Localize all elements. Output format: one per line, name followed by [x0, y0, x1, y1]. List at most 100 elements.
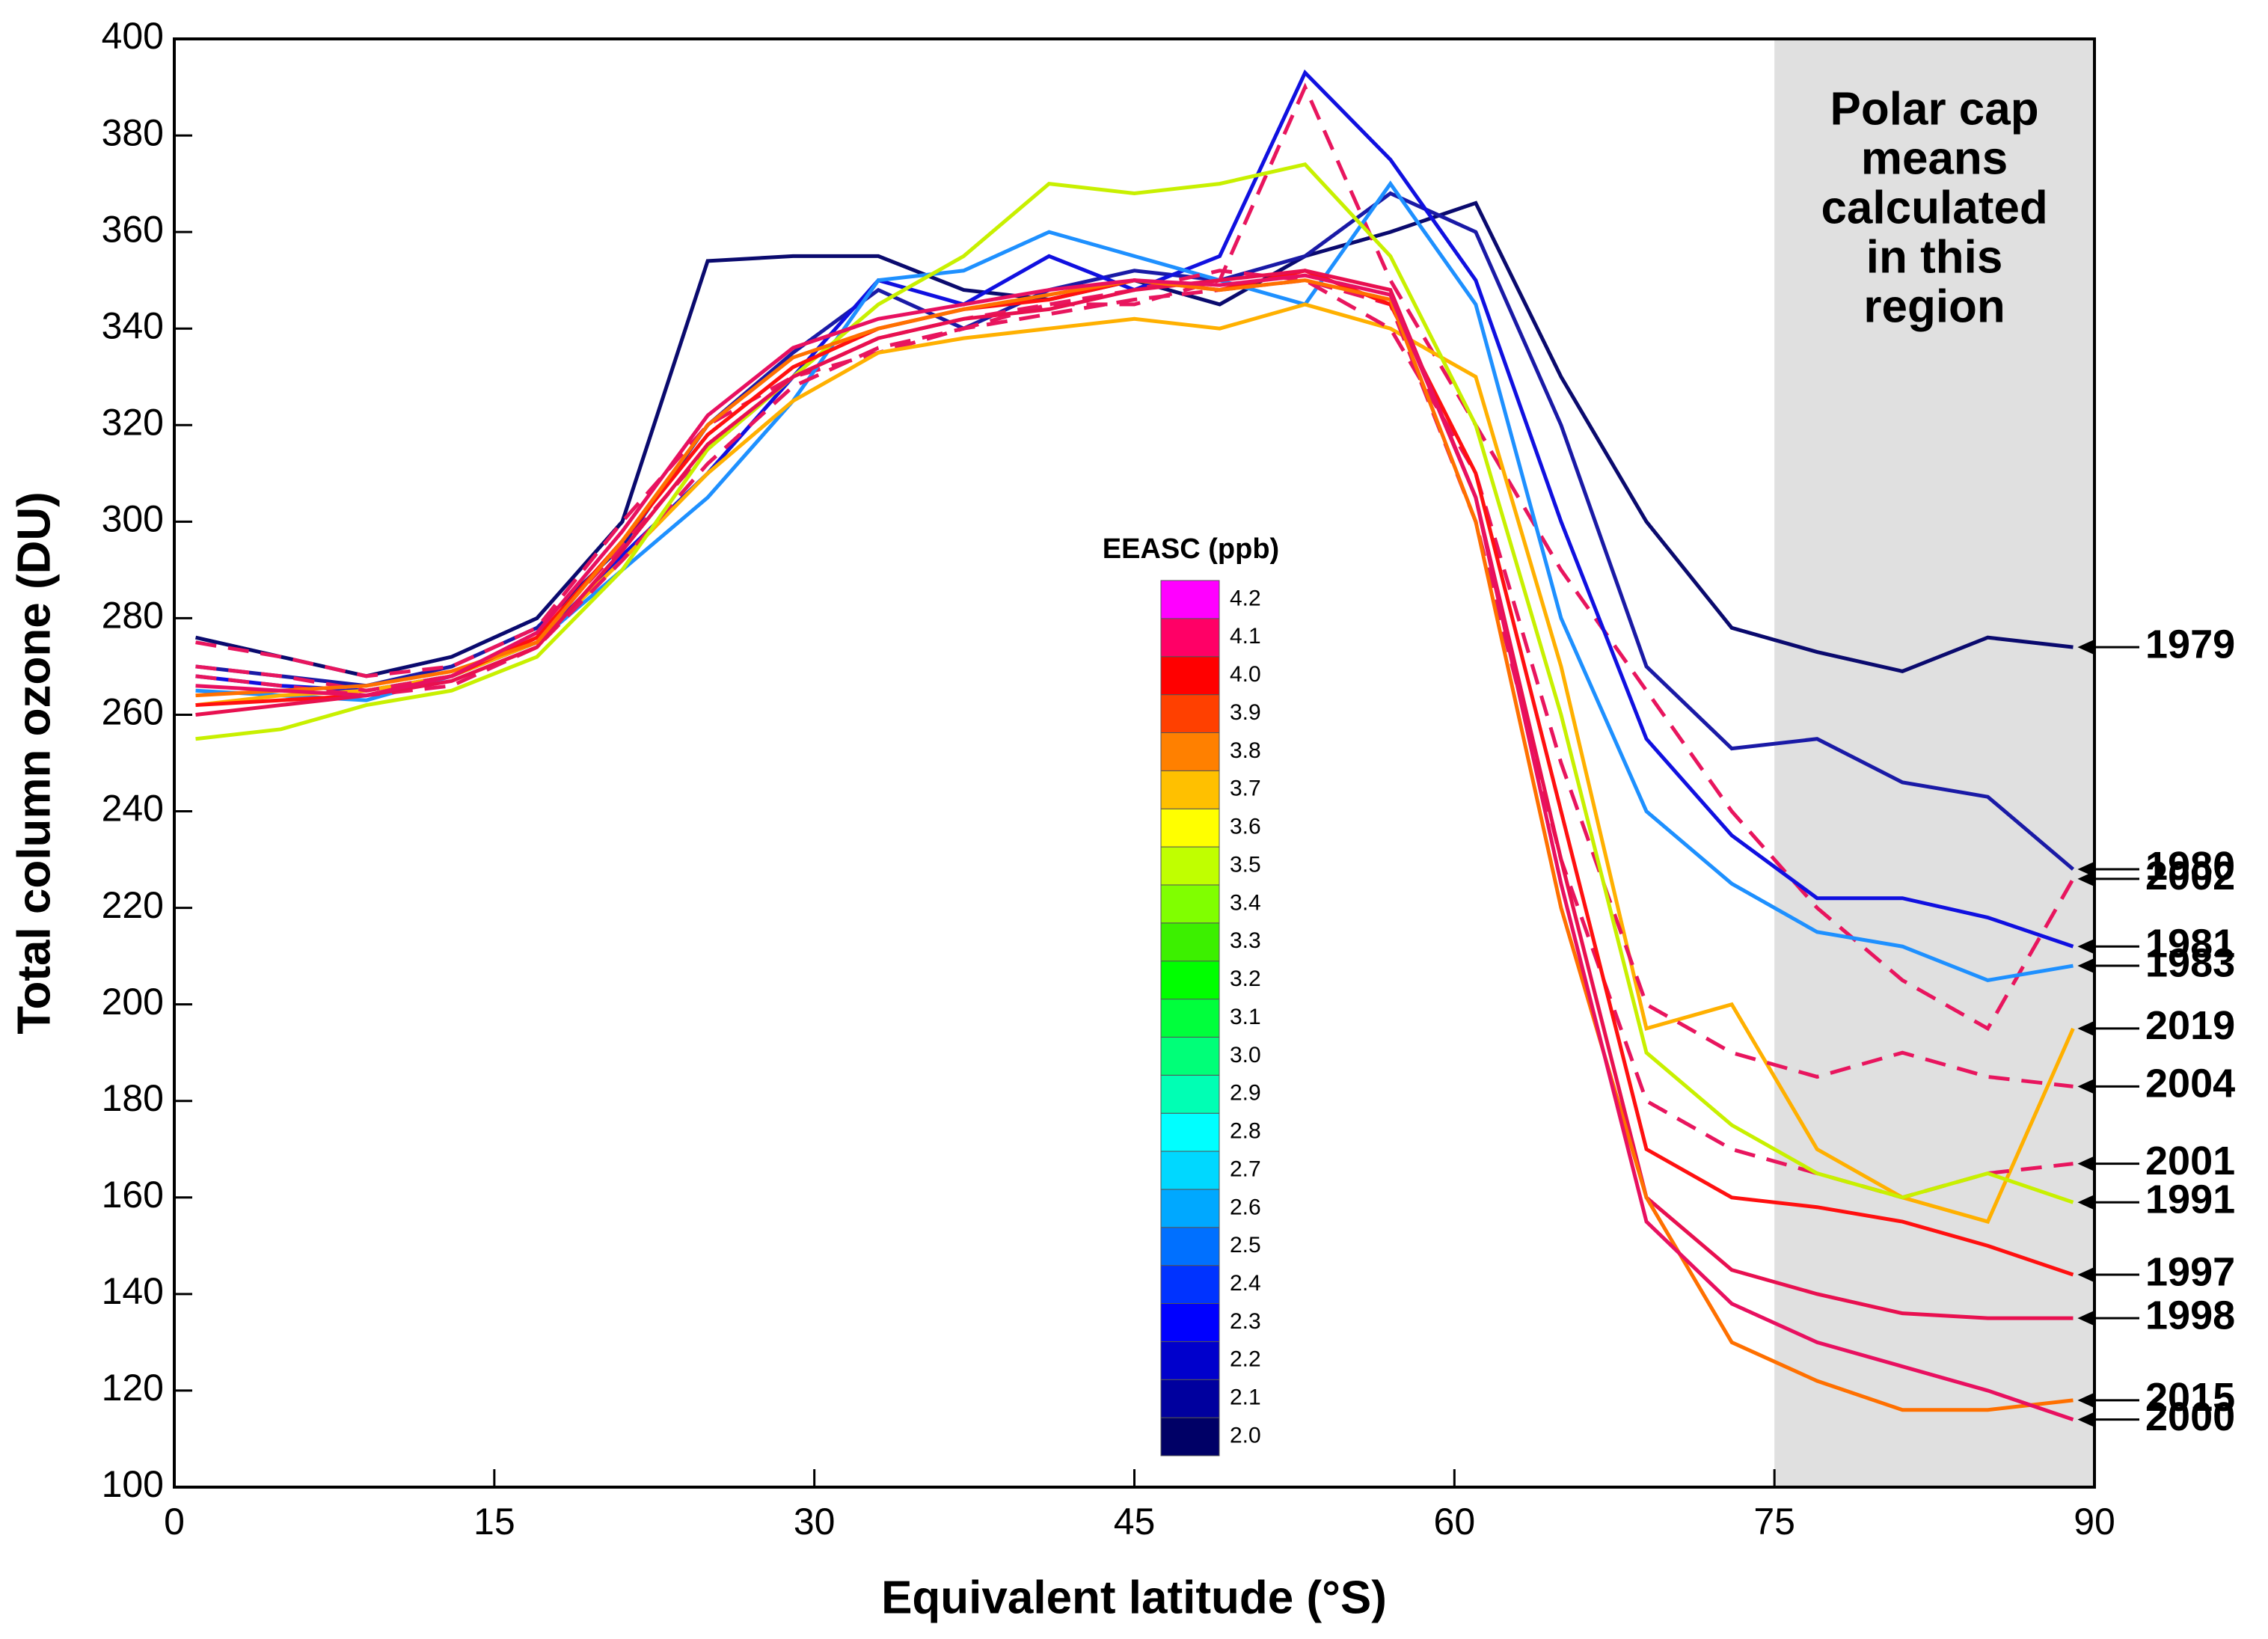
colorbar-cell	[1160, 1189, 1220, 1228]
y-tick-label: 320	[102, 401, 164, 443]
x-tick-label: 90	[2074, 1501, 2115, 1543]
arrow-head	[2077, 939, 2094, 955]
colorbar-cell	[1160, 1379, 1220, 1418]
x-tick-label: 15	[473, 1501, 515, 1543]
y-tick-label: 120	[102, 1367, 164, 1409]
colorbar-cell	[1160, 732, 1220, 771]
colorbar-label: 2.4	[1230, 1271, 1261, 1296]
colorbar-label: 2.7	[1230, 1157, 1261, 1181]
colorbar-label: 4.1	[1230, 624, 1261, 649]
series-label: 2019	[2145, 1003, 2235, 1048]
colorbar-label: 2.3	[1230, 1309, 1261, 1334]
polar-cap-region	[1774, 39, 2094, 1487]
series-line	[195, 82, 2075, 1032]
colorbar-label: 3.7	[1230, 776, 1261, 801]
series-line	[195, 273, 2074, 1422]
colorbar-cell	[1160, 770, 1220, 809]
x-tick-label: 30	[794, 1501, 836, 1543]
colorbar-label: 2.0	[1230, 1423, 1261, 1447]
arrow-head	[2077, 1156, 2094, 1171]
region-note: calculated	[1821, 182, 2047, 233]
colorbar-cell	[1160, 618, 1220, 658]
arrow-head	[2077, 1392, 2094, 1408]
arrow-head	[2077, 1020, 2094, 1036]
y-tick-label: 280	[102, 595, 164, 637]
series-label: 2001	[2145, 1139, 2235, 1183]
colorbar-label: 3.9	[1230, 700, 1261, 725]
region-note: Polar cap	[1830, 83, 2039, 135]
colorbar-label: 3.0	[1230, 1043, 1261, 1067]
colorbar-label: 4.0	[1230, 662, 1261, 687]
colorbar-title: EEASC (ppb)	[1103, 533, 1279, 565]
x-tick-label: 0	[164, 1501, 185, 1543]
arrow-head	[2077, 1195, 2094, 1210]
series-label: 1980	[2145, 844, 2235, 889]
series-label: 2015	[2145, 1375, 2235, 1420]
arrow-head	[2077, 1311, 2094, 1326]
series-label: 2004	[2145, 1061, 2235, 1106]
series-line	[195, 269, 2074, 1320]
series-label: 1991	[2145, 1177, 2235, 1222]
y-tick-label: 140	[102, 1270, 164, 1312]
x-tick-label: 75	[1753, 1501, 1795, 1543]
region-note: region	[1863, 281, 2005, 332]
y-tick-label: 180	[102, 1077, 164, 1119]
region-note: means	[1861, 132, 2008, 184]
y-tick-label: 380	[102, 111, 164, 153]
x-axis-title: Equivalent latitude (°S)	[881, 1572, 1387, 1623]
arrow-head	[2077, 871, 2094, 886]
colorbar-label: 4.2	[1230, 586, 1261, 610]
colorbar-label: 3.8	[1230, 738, 1261, 763]
y-tick-label: 220	[102, 884, 164, 926]
y-tick-label: 160	[102, 1174, 164, 1216]
series-line	[195, 191, 2075, 871]
colorbar-label: 3.1	[1230, 1005, 1261, 1029]
x-tick-label: 45	[1114, 1501, 1156, 1543]
colorbar-cell	[1160, 656, 1220, 696]
arrow-head	[2077, 1079, 2094, 1094]
series-label: 1983	[2145, 940, 2235, 985]
colorbar-label: 3.5	[1230, 852, 1261, 877]
colorbar-label: 3.4	[1230, 890, 1261, 915]
colorbar-cell	[1160, 1112, 1220, 1152]
colorbar-label: 3.2	[1230, 966, 1261, 991]
y-tick-label: 260	[102, 691, 164, 733]
colorbar-cell	[1160, 1341, 1220, 1380]
series-label: 1981	[2145, 921, 2235, 966]
colorbar-cell	[1160, 999, 1220, 1038]
series-label: 1998	[2145, 1293, 2235, 1338]
y-tick-label: 300	[102, 498, 164, 540]
colorbar-cell	[1160, 1265, 1220, 1305]
colorbar-label: 2.8	[1230, 1119, 1261, 1144]
colorbar-label: 2.2	[1230, 1347, 1261, 1372]
series-label: 2002	[2145, 854, 2235, 898]
colorbar-label: 3.3	[1230, 928, 1261, 953]
series-label: 2000	[2145, 1394, 2235, 1439]
series-label: 1979	[2145, 622, 2235, 667]
y-tick-label: 360	[102, 208, 164, 250]
plot-frame	[173, 37, 2096, 1489]
y-tick-label: 340	[102, 304, 164, 346]
colorbar-cell	[1160, 1303, 1220, 1342]
y-tick-label: 100	[102, 1463, 164, 1505]
colorbar-label: 2.6	[1230, 1195, 1261, 1219]
series-label: 1997	[2145, 1249, 2235, 1294]
colorbar-cell	[1160, 961, 1220, 1000]
y-tick-label: 400	[102, 15, 164, 57]
arrow-head	[2077, 1267, 2094, 1283]
arrow-head	[2077, 958, 2094, 974]
colorbar-cell	[1160, 1151, 1220, 1190]
y-axis-title: Total column ozone (DU)	[8, 491, 60, 1035]
colorbar-cell	[1160, 694, 1220, 733]
colorbar-label: 2.9	[1230, 1081, 1261, 1106]
colorbar-cell	[1160, 1417, 1220, 1456]
colorbar-cell	[1160, 808, 1220, 848]
series-line	[195, 162, 2074, 1204]
colorbar-cell	[1160, 884, 1220, 924]
y-tick-label: 200	[102, 981, 164, 1023]
colorbar-label: 2.1	[1230, 1385, 1261, 1410]
colorbar-label: 3.6	[1230, 815, 1261, 839]
colorbar-cell	[1160, 1227, 1220, 1266]
arrow-head	[2077, 640, 2094, 655]
